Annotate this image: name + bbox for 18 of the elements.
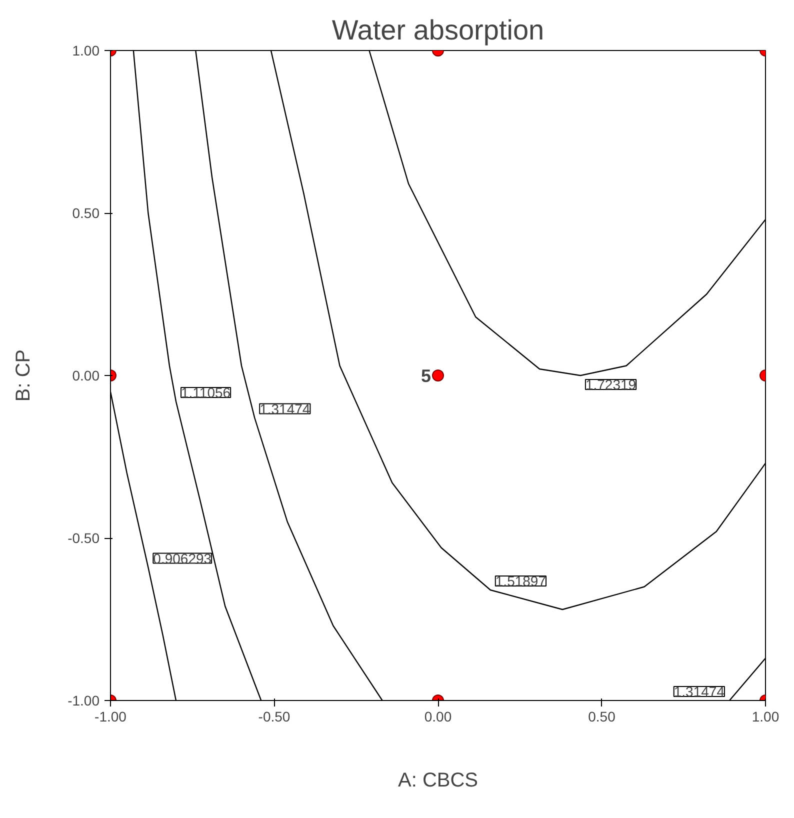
- y-tick-label: -1.00: [68, 692, 100, 708]
- y-tick-label: -0.50: [68, 530, 100, 546]
- chart-title: Water absorption: [332, 14, 544, 46]
- y-tick-label: 0.00: [72, 368, 100, 384]
- series-label: 1.11056: [181, 384, 231, 400]
- annotation: 5: [420, 366, 432, 386]
- series-label: 1.72319: [585, 376, 636, 392]
- x-tick-label: 1.00: [752, 708, 780, 724]
- x-tick-label: -1.00: [94, 708, 127, 724]
- y-axis-title: B: CP: [12, 349, 35, 402]
- x-tick-label: 0.50: [588, 708, 616, 724]
- x-axis-title: A: CBCS: [398, 770, 478, 792]
- y-tick-label: 0.50: [72, 205, 100, 221]
- x-tick-label: 0.00: [424, 708, 452, 724]
- series-label: 0.906293: [153, 550, 212, 566]
- y-tick-label: 1.00: [72, 42, 100, 58]
- x-tick-label: -0.50: [258, 708, 290, 724]
- series-label: 1.51897: [495, 573, 546, 589]
